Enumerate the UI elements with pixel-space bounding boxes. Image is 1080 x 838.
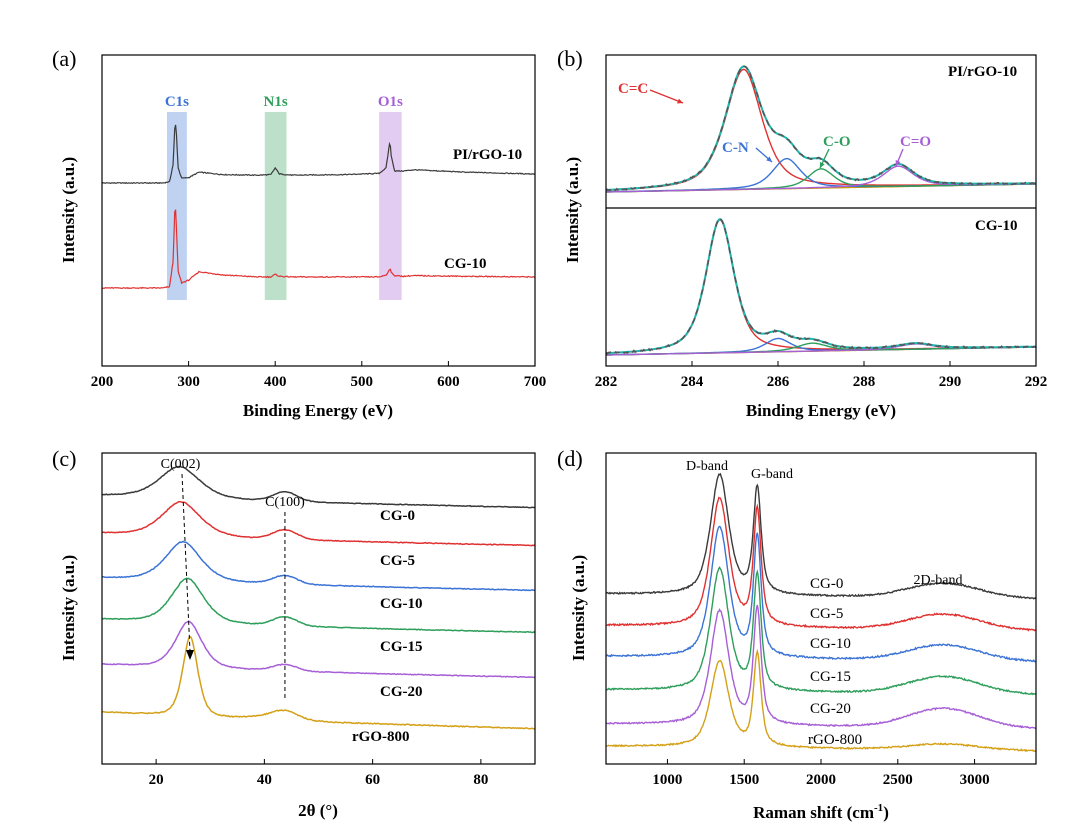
panel-b-component-label-c-o: C-O: [823, 134, 851, 150]
panel-b: (b) 282 284 286 288 290 292 Binding Energy (e…: [557, 46, 1047, 420]
panel-c-series-label-cg-20: CG-20: [380, 684, 423, 700]
panel-d-tick-label-2500: 2500: [883, 772, 913, 788]
panel-c-ylabel: Intensity (a.u.): [59, 555, 78, 661]
panel-a-band-o1s: [379, 112, 402, 300]
panel-d-tick-label-1500: 1500: [729, 772, 759, 788]
panel-a-tick-label-700: 700: [524, 374, 547, 390]
panel-a-series-cg-10: [101, 209, 536, 290]
panel-c-series-cg-5: [102, 500, 536, 547]
panel-c-series-rgo-800: [101, 636, 536, 730]
panel-d-series-label-cg-5: CG-5: [810, 606, 843, 622]
panel-a-tick-label-200: 200: [91, 374, 114, 390]
panel-b-arrowhead-c-o: [819, 162, 825, 168]
panel-a-series-label-pi-rgo-10: PI/rGO-10: [453, 147, 522, 163]
panel-c-frame: [101, 452, 536, 765]
panel-c-series-cg-20: [101, 620, 536, 679]
panel-c-series-label-cg-0: CG-0: [380, 508, 415, 524]
panel-c: (c) 20 40 60 80 C(002) C(100) 2θ (°) Intensi…: [52, 446, 536, 820]
panel-d-band-label-2d-band: 2D-band: [914, 573, 963, 588]
panel-b-pi-rgo-10-component-c-c: [606, 68, 1036, 191]
panel-c-series-label-rgo-800: rGO-800: [352, 729, 410, 745]
panel-b-letter: (b): [557, 46, 583, 71]
panel-b-raw-pi-rgo-10: [605, 65, 1037, 192]
panel-d-series-label-cg-10: CG-10: [810, 636, 851, 652]
panel-c-series-label-cg-10: CG-10: [380, 596, 423, 612]
panel-a-tick-label-600: 600: [437, 374, 460, 390]
panel-d-xlabel: Raman shift (cm-1): [753, 802, 889, 822]
panel-a: (a) C1s N1s O1s 200 300 400 500 600 700 Binding…: [52, 46, 546, 420]
panel-a-tick-label-400: 400: [264, 374, 287, 390]
panel-b-tick-label-290: 290: [939, 374, 962, 390]
panel-b-frame: [605, 54, 1037, 367]
panel-b-arrowhead-c-n: [766, 156, 772, 162]
panel-d-series-label-rgo-800: rGO-800: [808, 732, 862, 748]
panel-b-component-label-c-n: C-N: [722, 140, 749, 156]
panel-d-letter: (d): [557, 446, 583, 471]
panel-b-envelope-cg-10: [605, 217, 1036, 355]
panel-a-band-label-c1s: C1s: [165, 94, 189, 110]
panel-b-arrow-c-c: [649, 89, 684, 104]
panel-c-xlabel: 2θ (°): [298, 801, 338, 820]
panel-c-series-cg-10: [101, 540, 536, 592]
panel-d-series-cg-0: [605, 472, 1037, 600]
panel-a-frame: [101, 54, 536, 367]
panel-b-tick-label-288: 288: [853, 374, 876, 390]
panel-c-series-cg-15: [101, 577, 536, 634]
panel-b-component-label-c-c: C=C: [618, 81, 648, 97]
panel-b-subplot-label-cg-10: CG-10: [975, 218, 1018, 234]
panel-c-series-label-cg-5: CG-5: [380, 553, 415, 569]
panel-d-series-label-cg-15: CG-15: [810, 669, 851, 685]
panel-b-raw-cg-10: [605, 217, 1037, 356]
panel-d-ylabel: Intensity (a.u.): [569, 555, 588, 661]
panel-d-series-label-cg-0: CG-0: [810, 576, 843, 592]
panel-c-tick-label-40: 40: [257, 772, 272, 788]
panel-b-ylabel: Intensity (a.u.): [563, 157, 582, 263]
panel-a-band-label-o1s: O1s: [378, 94, 403, 110]
panel-b-tick-label-292: 292: [1025, 374, 1048, 390]
panel-a-xlabel: Binding Energy (eV): [243, 401, 393, 420]
panel-c-guide-c002: [181, 473, 191, 653]
panel-b-cg-10-component-c-c: [606, 219, 1036, 354]
panel-a-band-label-n1s: N1s: [264, 94, 288, 110]
panel-d-series-rgo-800: [605, 648, 1037, 753]
panel-d-band-label-g-band: G-band: [751, 467, 793, 482]
panel-b-xlabel: Binding Energy (eV): [746, 401, 896, 420]
panel-a-tick-label-300: 300: [177, 374, 200, 390]
panel-d-series-cg-10: [606, 525, 1037, 663]
panel-c-tick-label-20: 20: [149, 772, 164, 788]
panel-a-band-n1s: [264, 112, 287, 300]
panel-c-letter: (c): [52, 446, 76, 471]
panel-d-series-cg-5: [606, 496, 1037, 632]
panel-c-series-label-cg-15: CG-15: [380, 639, 423, 655]
panel-d-tick-label-2000: 2000: [806, 772, 836, 788]
panel-c-annotation-c002: C(002): [161, 457, 201, 472]
panel-b-subplot-label-pi-rgo-10: PI/rGO-10: [948, 64, 1017, 80]
panel-d-series-label-cg-20: CG-20: [810, 701, 851, 717]
panel-a-ylabel: Intensity (a.u.): [59, 157, 78, 263]
panel-c-tick-label-80: 80: [473, 772, 488, 788]
panel-b-tick-label-284: 284: [681, 374, 704, 390]
panel-a-tick-label-500: 500: [351, 374, 374, 390]
panel-d-series-cg-15: [605, 566, 1037, 696]
panel-b-tick-label-282: 282: [595, 374, 618, 390]
panel-c-tick-label-60: 60: [365, 772, 380, 788]
panel-b-tick-label-286: 286: [767, 374, 790, 390]
panel-b-arrowhead-c-o: [895, 160, 901, 166]
panel-b-envelope-pi-rgo-10: [605, 65, 1037, 191]
panel-c-series-cg-0: [101, 465, 536, 509]
panel-b-component-label-c-o: C=O: [900, 134, 931, 150]
panel-a-band-c1s: [166, 112, 187, 300]
panel-d-band-label-d-band: D-band: [686, 459, 728, 474]
panel-a-series-pi-rgo-10: [101, 124, 536, 185]
panel-c-guide-arrowhead: [186, 650, 194, 660]
panel-d-tick-label-3000: 3000: [960, 772, 990, 788]
panel-d-series-cg-20: [605, 604, 1037, 730]
panel-b-arrowhead-c-c: [677, 98, 683, 104]
panel-a-letter: (a): [52, 46, 76, 71]
panel-d: (d) 1000 1500 2000 2500 3000 D-band G-band 2D-…: [557, 446, 1037, 822]
panel-c-annotation-c100: C(100): [265, 495, 305, 510]
panel-a-series-label-cg-10: CG-10: [444, 256, 487, 272]
panel-d-tick-label-1000: 1000: [652, 772, 682, 788]
